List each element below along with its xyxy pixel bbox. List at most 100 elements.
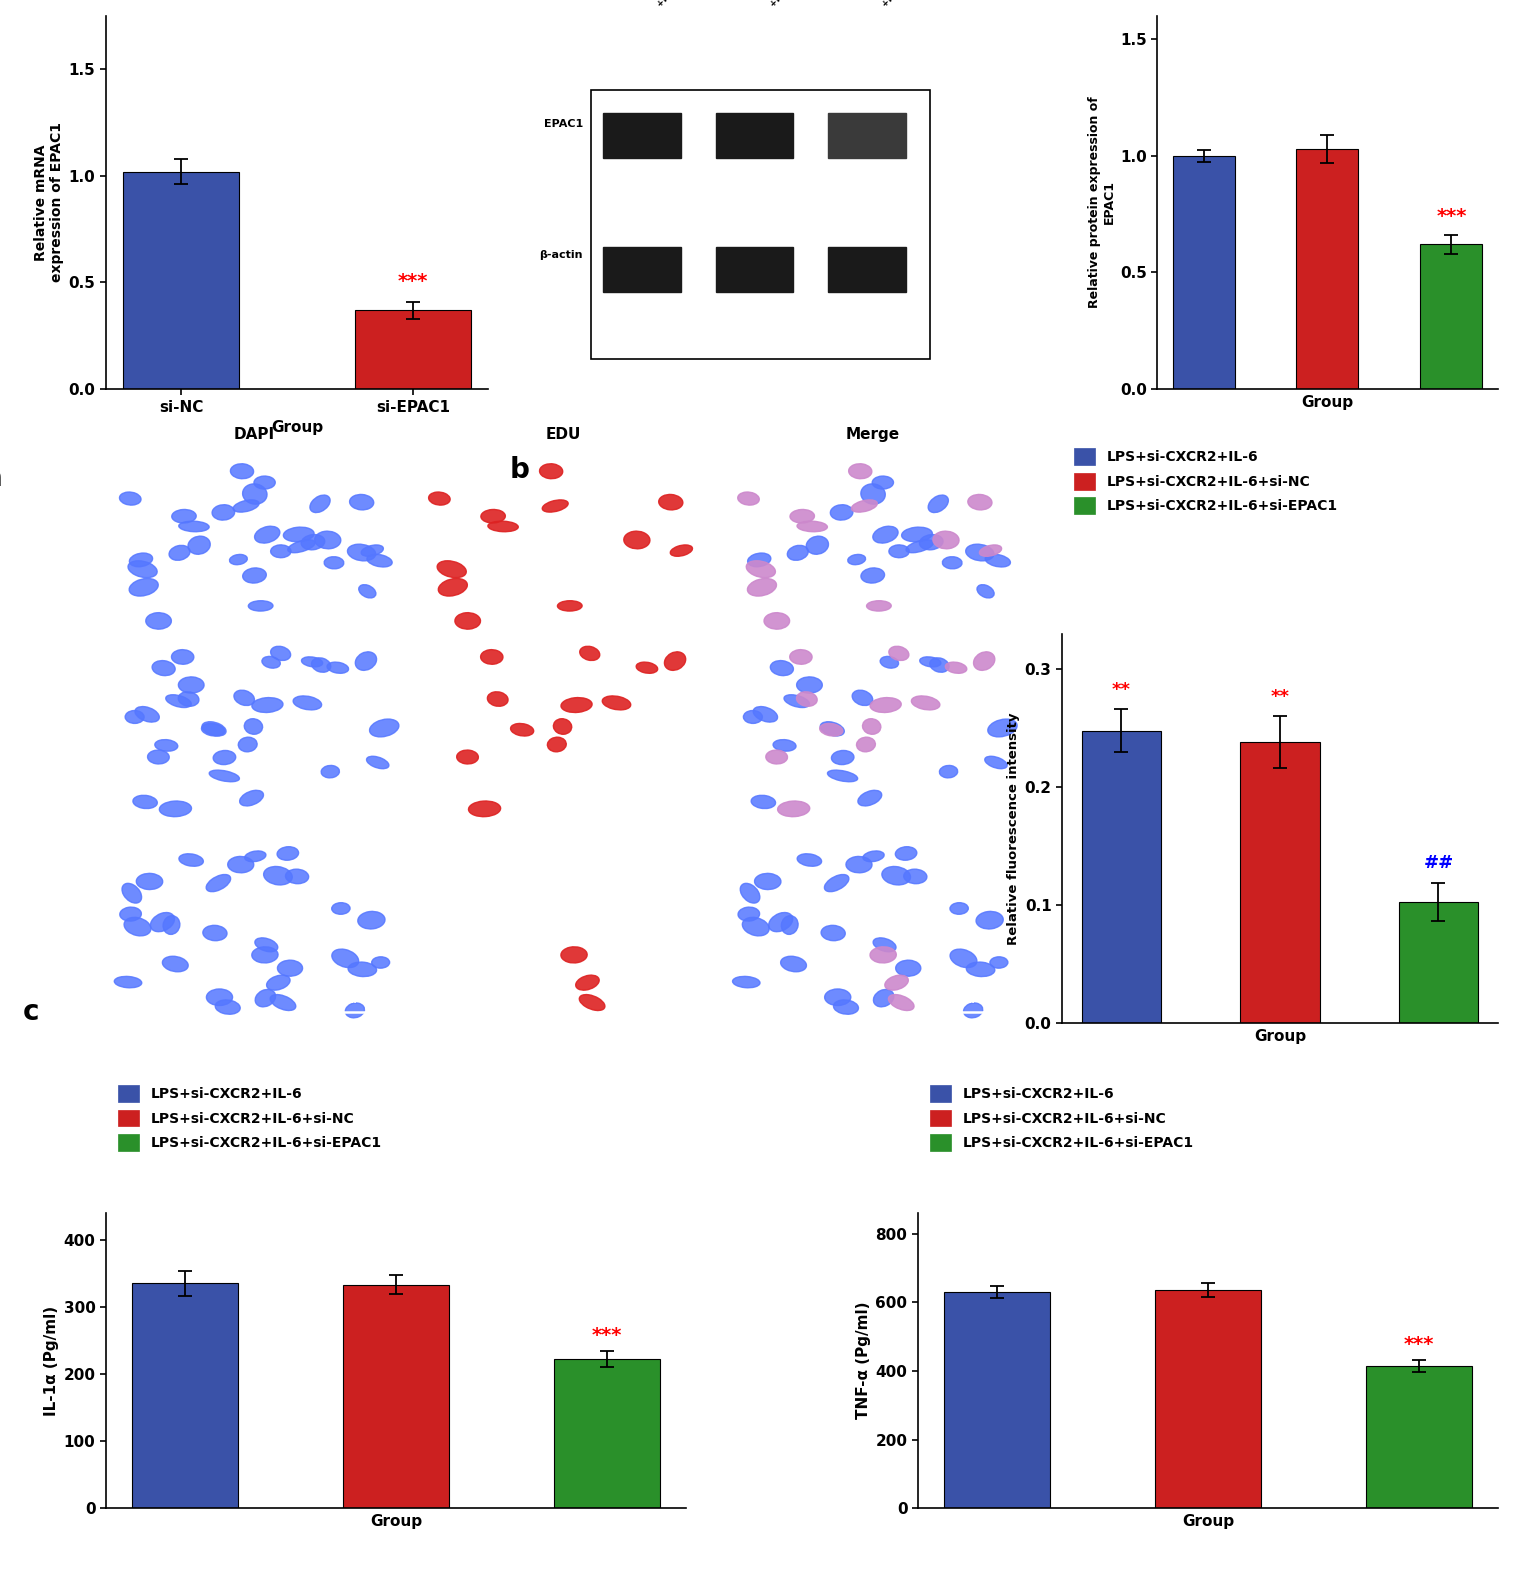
Text: c: c <box>23 998 39 1026</box>
Ellipse shape <box>861 484 885 504</box>
Bar <box>716 247 793 292</box>
Ellipse shape <box>769 913 793 932</box>
Y-axis label: IL-1α (Pg/ml): IL-1α (Pg/ml) <box>44 1306 59 1415</box>
Ellipse shape <box>903 869 927 884</box>
FancyBboxPatch shape <box>592 91 930 360</box>
Ellipse shape <box>862 851 884 862</box>
Ellipse shape <box>348 544 375 561</box>
Ellipse shape <box>148 749 169 764</box>
Ellipse shape <box>251 698 283 713</box>
Ellipse shape <box>206 875 230 892</box>
Ellipse shape <box>867 600 891 611</box>
Ellipse shape <box>201 724 224 737</box>
Ellipse shape <box>943 556 962 569</box>
Ellipse shape <box>228 856 254 873</box>
Ellipse shape <box>266 976 290 990</box>
Text: 50μm: 50μm <box>949 800 976 809</box>
Ellipse shape <box>832 751 853 765</box>
Ellipse shape <box>950 949 977 968</box>
Ellipse shape <box>254 476 275 489</box>
Y-axis label: Relative fluorescence intensity: Relative fluorescence intensity <box>1008 712 1020 944</box>
Bar <box>356 309 471 390</box>
Bar <box>1241 743 1319 1023</box>
Ellipse shape <box>271 994 297 1010</box>
Text: **: ** <box>1271 688 1289 705</box>
Ellipse shape <box>331 949 359 968</box>
Text: 50μm: 50μm <box>330 996 357 1004</box>
Bar <box>1154 1290 1260 1508</box>
Y-axis label: LPS
+si-CXCR2
+IL-6
+si-EPAC1: LPS +si-CXCR2 +IL-6 +si-EPAC1 <box>18 897 64 961</box>
Ellipse shape <box>985 555 1011 567</box>
Ellipse shape <box>964 1002 983 1018</box>
Ellipse shape <box>738 906 760 921</box>
Ellipse shape <box>124 917 151 936</box>
Ellipse shape <box>136 873 163 889</box>
Bar <box>1082 731 1160 1023</box>
Ellipse shape <box>888 994 914 1010</box>
Text: LPS+si-CXCR2
+IL-6: LPS+si-CXCR2 +IL-6 <box>648 0 713 8</box>
Ellipse shape <box>457 749 478 764</box>
Ellipse shape <box>287 540 315 553</box>
Text: a: a <box>0 463 3 492</box>
Ellipse shape <box>979 545 1002 556</box>
Ellipse shape <box>481 650 502 665</box>
Bar <box>132 1284 238 1508</box>
Ellipse shape <box>873 990 894 1007</box>
Ellipse shape <box>766 749 787 764</box>
Ellipse shape <box>911 696 940 710</box>
Ellipse shape <box>179 691 198 707</box>
Ellipse shape <box>965 544 994 561</box>
Ellipse shape <box>481 509 505 523</box>
Ellipse shape <box>230 463 254 479</box>
Bar <box>1366 1365 1472 1508</box>
Bar <box>716 113 793 157</box>
Ellipse shape <box>858 790 882 806</box>
Ellipse shape <box>579 994 605 1010</box>
Ellipse shape <box>973 652 996 671</box>
Ellipse shape <box>172 509 197 523</box>
Ellipse shape <box>554 718 572 734</box>
X-axis label: Group: Group <box>1182 1514 1235 1529</box>
Ellipse shape <box>179 522 209 531</box>
Bar <box>604 247 681 292</box>
Ellipse shape <box>294 696 322 710</box>
Ellipse shape <box>301 534 325 550</box>
Ellipse shape <box>753 707 778 723</box>
Bar <box>828 113 906 157</box>
Ellipse shape <box>356 652 377 671</box>
Ellipse shape <box>773 740 796 751</box>
Ellipse shape <box>946 661 967 674</box>
Ellipse shape <box>213 751 236 765</box>
Ellipse shape <box>372 957 390 968</box>
Bar <box>343 1285 449 1508</box>
Ellipse shape <box>881 657 899 668</box>
Ellipse shape <box>150 913 174 932</box>
Ellipse shape <box>896 960 921 976</box>
Ellipse shape <box>967 961 996 977</box>
X-axis label: Group: Group <box>1301 394 1354 410</box>
Ellipse shape <box>166 694 191 707</box>
Ellipse shape <box>861 567 885 583</box>
Ellipse shape <box>896 847 917 861</box>
Ellipse shape <box>755 873 781 889</box>
Bar <box>604 113 681 157</box>
Text: ***: *** <box>1436 207 1466 226</box>
Ellipse shape <box>368 555 392 567</box>
Title: Merge: Merge <box>846 427 900 441</box>
Bar <box>554 1359 660 1508</box>
Ellipse shape <box>203 925 227 941</box>
Ellipse shape <box>540 463 563 479</box>
Ellipse shape <box>862 718 881 734</box>
Bar <box>1173 156 1235 390</box>
Ellipse shape <box>286 869 309 884</box>
X-axis label: Group: Group <box>1254 1029 1306 1045</box>
Ellipse shape <box>738 492 760 506</box>
Ellipse shape <box>781 916 797 935</box>
Ellipse shape <box>369 720 399 737</box>
Ellipse shape <box>940 765 958 778</box>
Ellipse shape <box>312 658 331 672</box>
Ellipse shape <box>561 947 587 963</box>
Ellipse shape <box>822 925 846 941</box>
Ellipse shape <box>548 737 566 753</box>
Ellipse shape <box>169 545 191 561</box>
